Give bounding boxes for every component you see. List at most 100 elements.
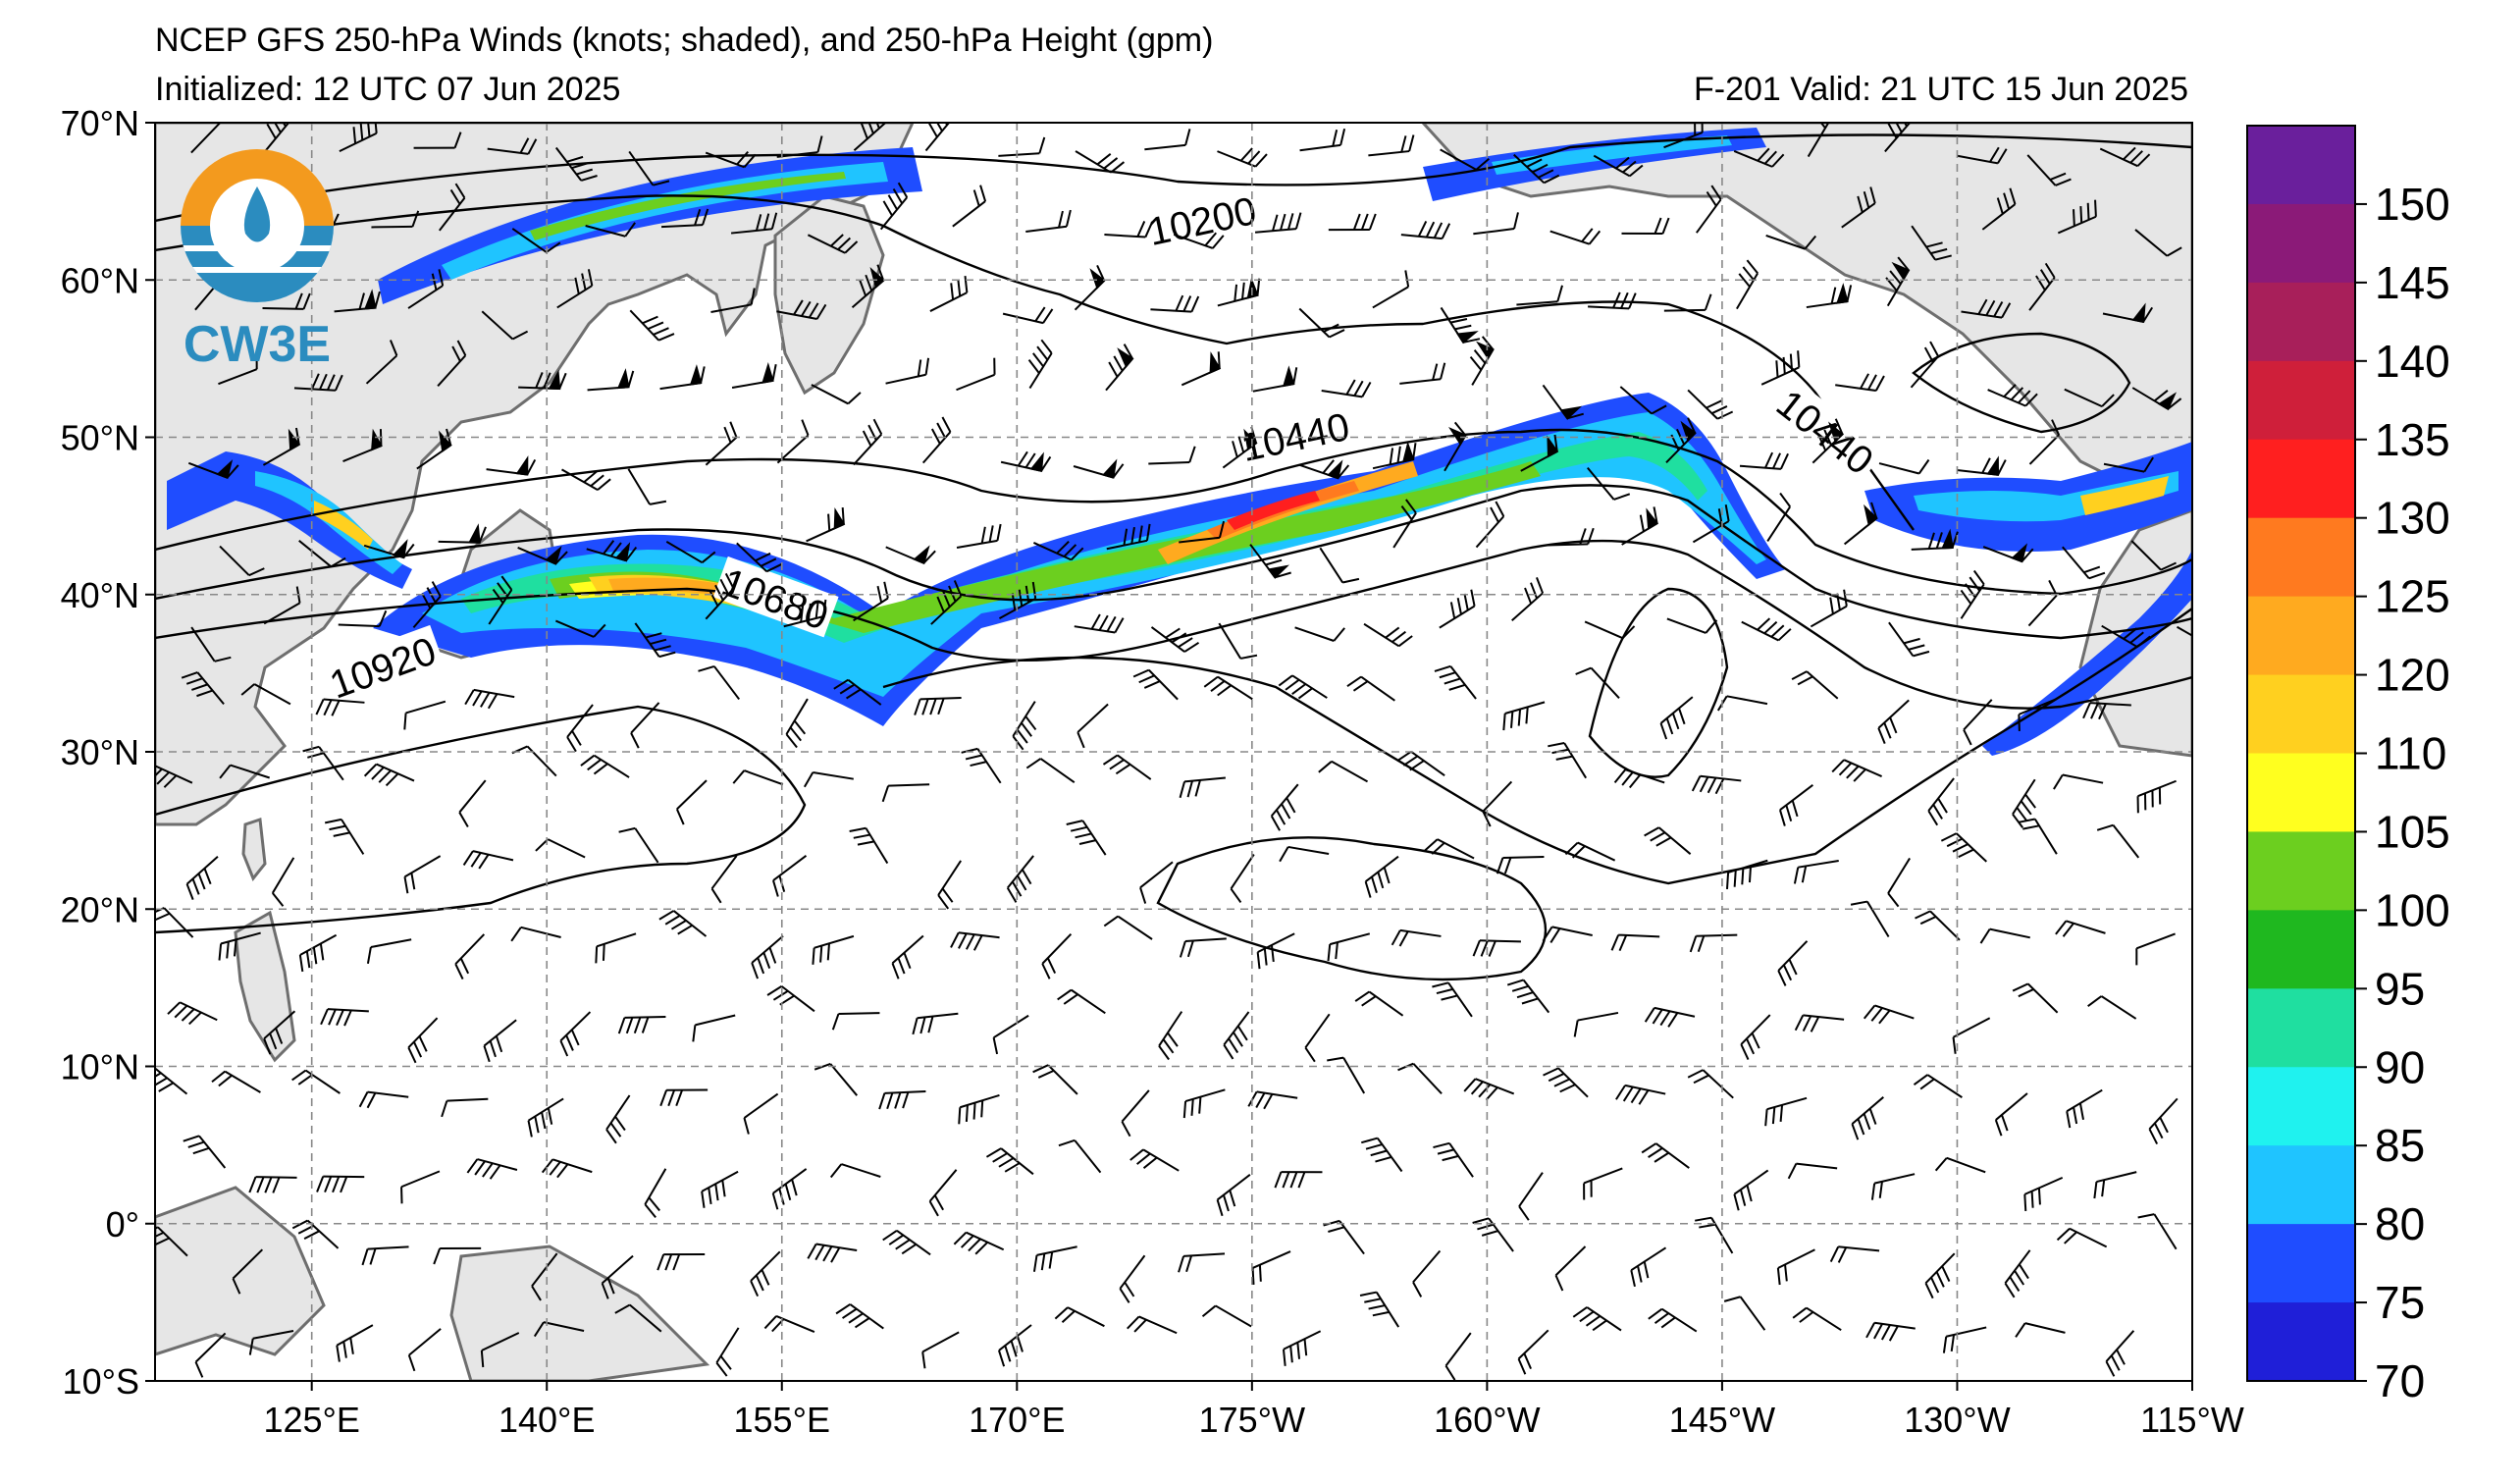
wind-barb xyxy=(1615,1084,1666,1105)
wind-barb xyxy=(675,779,708,825)
wind-barb xyxy=(1740,1014,1771,1060)
wind-barb xyxy=(2064,388,2115,408)
wind-barb xyxy=(950,931,1000,951)
wind-barb xyxy=(644,1168,667,1219)
wind-barb xyxy=(271,857,295,907)
wind-barb xyxy=(458,779,487,827)
wind-barb xyxy=(1256,932,1295,970)
wind-barb xyxy=(628,150,670,186)
wind-barb xyxy=(736,542,783,573)
contour-10680 xyxy=(155,539,2192,710)
wind-barb xyxy=(1230,854,1255,903)
wind-barb xyxy=(1765,234,1817,250)
wind-barb xyxy=(807,234,859,254)
wind-barb xyxy=(533,1321,585,1338)
land-taiwan xyxy=(241,817,267,881)
lon-label: 140°E xyxy=(499,1400,595,1440)
wind-barb xyxy=(1549,228,1601,245)
wind-barb xyxy=(407,269,445,309)
colorbar-label: 150 xyxy=(2375,179,2450,230)
wind-barb xyxy=(1103,915,1153,940)
wind-barb xyxy=(2056,1227,2108,1248)
chart-title: NCEP GFS 250-hPa Winds (knots; shaded), … xyxy=(155,22,1214,59)
wind-barb xyxy=(1372,270,1410,309)
wind-barb xyxy=(1475,501,1505,549)
wind-barb xyxy=(605,1094,631,1144)
wind-barb xyxy=(833,678,882,706)
wind-barb xyxy=(462,850,514,870)
wind-barb xyxy=(658,910,708,937)
wind-barb xyxy=(732,769,784,786)
wind-barb xyxy=(1696,185,1722,234)
wind-barb xyxy=(488,575,513,625)
wind-barb xyxy=(928,1169,958,1217)
lon-label: 170°E xyxy=(969,1400,1065,1440)
wind-barb xyxy=(831,1012,880,1031)
wind-barb xyxy=(1644,826,1692,855)
wind-barb xyxy=(659,1088,709,1107)
lon-label: 175°W xyxy=(1199,1400,1305,1440)
wind-barb xyxy=(1806,283,1853,309)
wind-barb xyxy=(554,619,606,638)
wind-barb xyxy=(1957,455,2007,476)
wind-barb xyxy=(705,572,735,620)
wind-barb xyxy=(614,1303,662,1333)
wind-barb xyxy=(1444,421,1467,472)
wind-barb xyxy=(1321,379,1372,398)
wind-barb xyxy=(1132,668,1179,701)
jet-southeast xyxy=(1982,550,2192,756)
wind-barb xyxy=(952,185,987,228)
wind-barb xyxy=(454,933,486,980)
wind-barb xyxy=(1934,1156,1986,1174)
wind-barb xyxy=(566,704,594,753)
wind-barb xyxy=(366,938,412,965)
colorbar-segment xyxy=(2247,831,2355,911)
wind-barb xyxy=(618,826,659,864)
wind-barb xyxy=(853,123,886,152)
wind-barb xyxy=(232,1248,264,1295)
wind-barb xyxy=(1249,544,1291,579)
wind-barb xyxy=(187,459,239,480)
lon-label: 145°W xyxy=(1669,1400,1775,1440)
wind-barb xyxy=(1400,221,1451,240)
wind-barb xyxy=(812,934,855,965)
wind-barb xyxy=(1364,855,1399,898)
wind-barb xyxy=(1057,988,1106,1015)
wind-barb xyxy=(1835,373,1885,393)
wind-barb xyxy=(879,182,909,231)
wind-barb xyxy=(2018,697,2058,731)
wind-barb xyxy=(316,1175,365,1193)
wind-barb xyxy=(930,580,963,625)
wind-barb xyxy=(400,1170,441,1204)
wind-barb xyxy=(1952,1017,1991,1054)
wind-barb xyxy=(1327,1056,1366,1094)
wind-barb xyxy=(155,765,193,788)
wind-barb xyxy=(1621,506,1659,546)
wind-barb xyxy=(1150,294,1200,313)
wind-barb xyxy=(1723,1296,1766,1331)
wind-barb xyxy=(814,1063,859,1096)
wind-barb xyxy=(1440,306,1481,344)
colorbar-label: 75 xyxy=(2375,1277,2425,1328)
colorbar-segment xyxy=(2247,674,2355,754)
wind-barb xyxy=(1106,523,1151,551)
wind-barb xyxy=(1223,1011,1250,1060)
lat-label: 20°N xyxy=(61,889,139,929)
wind-barb xyxy=(807,1243,858,1263)
wind-barb xyxy=(715,1327,740,1377)
wind-barb xyxy=(1144,129,1191,151)
wind-barb xyxy=(656,1253,706,1271)
wind-barb xyxy=(361,1245,409,1266)
wind-barb xyxy=(2136,779,2177,814)
colorbar: 150 145 140 135 130 125 120 110 105 100 95 90 85 80 75… xyxy=(2246,125,2450,1406)
contour-10440 xyxy=(155,428,2192,596)
wind-barb xyxy=(776,299,827,320)
wind-barb xyxy=(771,1168,808,1210)
wind-barb xyxy=(556,269,594,309)
wind-barb xyxy=(617,1015,666,1034)
wind-barb xyxy=(2015,1322,2066,1338)
wind-barb xyxy=(1760,350,1801,386)
wind-barb xyxy=(439,183,466,232)
wind-barb xyxy=(1000,450,1052,472)
wind-barb xyxy=(921,1331,960,1369)
